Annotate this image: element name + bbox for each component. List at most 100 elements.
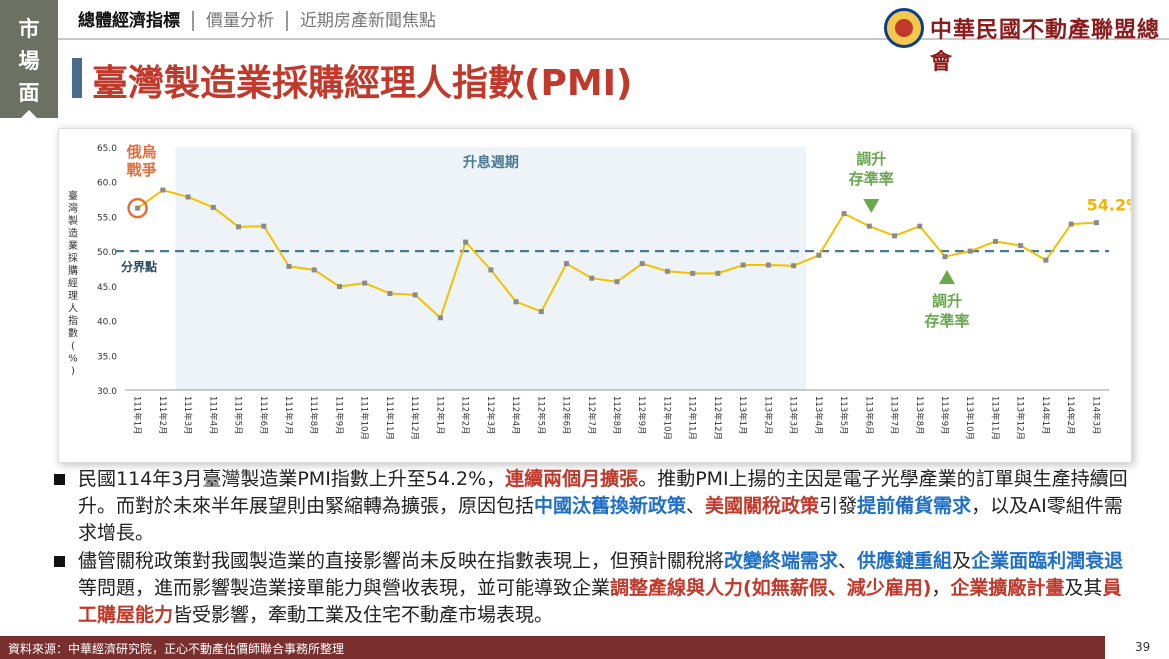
data-point [765,262,771,268]
data-point [639,261,645,267]
body-text: 及 [952,550,972,572]
list-item: 儘管關稅政策對我國製造業的直接影響尚未反映在指數表現上，但預計關稅將改變終端需求… [52,548,1132,629]
data-point [917,223,923,229]
war-annotation-label: 俄烏 [126,143,157,161]
data-point [564,261,570,267]
body-text: 及其 [1064,577,1103,599]
data-point [664,268,670,274]
x-tick-label: 111年10月 [359,396,370,440]
x-tick-label: 114年1月 [1040,396,1051,435]
x-tick-label: 111年3月 [182,396,193,435]
x-tick-label: 113年10月 [964,396,975,440]
x-tick-label: 113年4月 [813,396,824,435]
nav-tab-price-volume[interactable]: 價量分析 [192,11,286,31]
top-nav: 總體經濟指標 價量分析 近期房產新聞焦點 [60,6,448,36]
rrr-hike-label: 調升 [932,292,962,310]
data-point [160,187,166,193]
body-text: 、 [686,495,706,517]
up-triangle-marker-icon [939,270,955,284]
side-section-tab: 市 場 面 [0,0,58,118]
y-axis-label-char: ( [71,341,75,352]
y-tick-label: 55.0 [97,213,117,223]
x-tick-label: 112年6月 [561,396,572,435]
highlight-text: 連續兩個月擴張 [505,468,639,490]
x-tick-label: 112年2月 [460,396,471,435]
x-tick-label: 113年1月 [737,396,748,435]
y-axis-label-char: 理 [68,290,78,302]
nav-tab-macro-indicators[interactable]: 總體經濟指標 [78,11,180,31]
highlight-text: 企業面臨利潤衰退 [971,550,1124,572]
data-point [690,270,696,276]
data-point [740,262,746,268]
body-text: 。推動PMI上揚的主因是電子光學產業的訂單與生產持續回升。而對於未來半年展望則由… [78,468,1128,517]
y-axis-label-char: 指 [68,314,78,327]
data-point [336,284,342,290]
data-point [286,263,292,269]
data-point [791,263,797,269]
data-point [210,204,216,210]
data-point [841,211,847,217]
data-point [866,223,872,229]
x-tick-label: 113年2月 [762,396,773,435]
y-axis-label-char: 業 [68,239,78,252]
pmi-chart-panel: 升息週期 65.0 60.0 55.0 50.0 45.0 40.0 35.0 30.0 臺灣製造… [58,128,1132,463]
data-point [437,315,443,321]
body-text: ， [931,577,951,599]
highlight-text: 調整產線與人力(如無薪假、減少雇用) [610,577,932,599]
data-point [463,239,469,245]
y-axis-label-char: 臺 [68,189,78,202]
footer-bar: 資料來源：中華經濟研究院，正心不動產估價師聯合事務所整理 [0,636,1105,659]
nav-divider [58,38,1169,40]
body-text: 引發 [819,495,858,517]
y-tick-label: 40.0 [97,318,117,328]
x-tick-label: 113年9月 [939,396,950,435]
data-point [942,254,948,260]
x-tick-label: 113年5月 [838,396,849,435]
y-axis-label-char: 購 [68,264,78,277]
data-point [513,299,519,305]
x-tick-label: 113年3月 [788,396,799,435]
bullet-square-icon [54,556,65,567]
highlight-text: 改變終端需求 [724,550,839,572]
bullet-square-icon [54,474,65,485]
data-point [1068,221,1074,227]
rrr-hike-label: 存準率 [849,170,894,188]
x-tick-label: 111年6月 [258,396,269,435]
x-tick-label: 113年12月 [1015,396,1026,440]
x-tick-label: 111年1月 [132,396,143,435]
nav-tab-news[interactable]: 近期房產新聞焦點 [286,11,448,31]
x-tick-label: 113年6月 [863,396,874,435]
x-tick-label: 112年11月 [687,396,698,440]
x-tick-label: 111年7月 [283,396,294,435]
x-tick-label: 112年7月 [586,396,597,435]
data-point [589,275,595,281]
war-annotation-label: 戰爭 [127,161,157,179]
rrr-hike-label: 調升 [856,150,886,168]
pmi-line-chart: 升息週期 65.0 60.0 55.0 50.0 45.0 40.0 35.0 30.0 臺灣製造… [68,143,1131,440]
data-point [311,267,317,273]
y-tick-label: 35.0 [97,352,117,362]
data-point [1093,220,1099,226]
body-text: 儘管關稅政策對我國製造業的直接影響尚未反映在指數表現上，但預計關稅將 [78,550,725,572]
data-point [538,309,544,315]
body-text: 等問題，進而影響製造業接單能力與營收表現，並可能導致企業 [78,577,611,599]
y-axis-label-char: % [68,354,78,365]
y-tick-label: 45.0 [97,283,117,293]
x-tick-label: 111年4月 [207,396,218,435]
y-axis-label-char: 製 [68,214,78,227]
data-point [992,238,998,244]
data-point [816,252,822,258]
x-tick-label: 111年5月 [233,396,244,435]
data-point [614,279,620,285]
data-point [185,194,191,200]
y-axis-label-char: 採 [68,252,78,265]
data-point [236,224,242,230]
y-tick-label: 30.0 [97,387,117,397]
data-point [261,223,267,229]
y-axis-label-char: 經 [68,277,78,290]
x-tick-label: 112年8月 [611,396,622,435]
down-triangle-marker-icon [863,199,880,213]
page-title: 臺灣製造業採購經理人指數(PMI) [92,63,633,104]
side-tab-char: 市 [18,17,40,41]
war-highlight-circle [127,197,148,219]
